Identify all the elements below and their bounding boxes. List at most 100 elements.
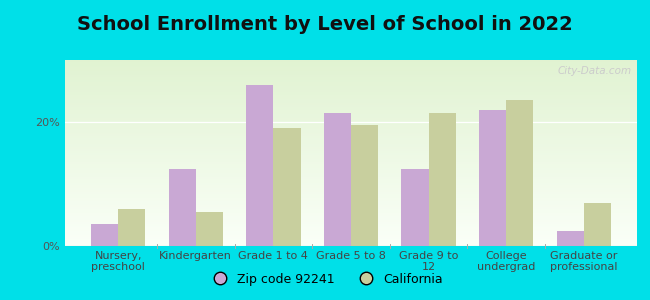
Bar	[65, 177, 637, 179]
Bar	[65, 237, 637, 239]
Bar	[65, 168, 637, 170]
Bar	[65, 173, 637, 175]
Bar	[274, 128, 300, 246]
Bar	[65, 190, 637, 192]
Bar	[65, 242, 637, 244]
Bar	[65, 179, 637, 181]
Bar	[65, 209, 637, 211]
Bar	[65, 77, 637, 79]
Bar	[65, 140, 637, 142]
Bar	[65, 226, 637, 227]
Bar	[65, 147, 637, 149]
Bar	[65, 205, 637, 207]
Bar	[65, 66, 637, 68]
Bar	[65, 183, 637, 184]
Text: School Enrollment by Level of School in 2022: School Enrollment by Level of School in …	[77, 15, 573, 34]
Bar	[65, 222, 637, 224]
Bar	[65, 82, 637, 84]
Bar	[65, 108, 637, 110]
Bar	[65, 153, 637, 155]
Bar	[65, 99, 637, 101]
Bar	[65, 110, 637, 112]
Bar	[65, 112, 637, 114]
Bar	[506, 100, 534, 246]
Bar	[65, 105, 637, 106]
Bar	[65, 71, 637, 73]
Bar	[246, 85, 274, 246]
Bar	[428, 113, 456, 246]
Bar	[65, 196, 637, 198]
Bar	[65, 114, 637, 116]
Bar	[65, 142, 637, 144]
Bar	[65, 134, 637, 136]
Bar	[65, 129, 637, 131]
Bar	[65, 159, 637, 161]
Bar	[65, 164, 637, 166]
Bar	[65, 175, 637, 177]
Bar	[65, 155, 637, 157]
Bar	[65, 97, 637, 99]
Bar	[65, 194, 637, 196]
Bar	[65, 106, 637, 108]
Bar	[402, 169, 428, 246]
Bar	[65, 116, 637, 118]
Bar	[65, 123, 637, 125]
Bar	[65, 146, 637, 147]
Bar	[65, 60, 637, 62]
Bar	[65, 211, 637, 212]
Bar	[65, 79, 637, 80]
Bar	[65, 68, 637, 69]
Bar	[65, 84, 637, 86]
Bar	[65, 172, 637, 173]
Bar	[65, 218, 637, 220]
Bar	[65, 86, 637, 88]
Bar	[65, 162, 637, 164]
Bar	[65, 238, 637, 240]
Bar	[65, 95, 637, 97]
Bar	[479, 110, 506, 246]
Bar	[65, 80, 637, 82]
Bar	[65, 200, 637, 201]
Bar	[168, 169, 196, 246]
Bar	[65, 244, 637, 246]
Bar	[65, 212, 637, 214]
Bar	[65, 125, 637, 127]
Bar	[65, 138, 637, 140]
Bar	[65, 233, 637, 235]
Bar	[65, 160, 637, 162]
Bar	[65, 118, 637, 119]
Legend: Zip code 92241, California: Zip code 92241, California	[202, 268, 448, 291]
Bar	[91, 224, 118, 246]
Bar	[65, 73, 637, 75]
Bar	[65, 144, 637, 146]
Bar	[65, 201, 637, 203]
Bar	[65, 131, 637, 133]
Bar	[118, 209, 146, 246]
Bar	[65, 227, 637, 229]
Bar	[584, 202, 611, 246]
Bar	[65, 133, 637, 134]
Bar	[65, 103, 637, 105]
Bar	[65, 216, 637, 218]
Bar	[65, 184, 637, 187]
Bar	[65, 88, 637, 90]
Bar	[65, 224, 637, 226]
Bar	[196, 212, 223, 246]
Bar	[65, 170, 637, 172]
Bar	[65, 181, 637, 183]
Bar	[65, 166, 637, 168]
Bar	[65, 62, 637, 64]
Text: City-Data.com: City-Data.com	[557, 66, 631, 76]
Bar	[65, 214, 637, 216]
Bar	[65, 69, 637, 71]
Bar	[65, 119, 637, 122]
Bar	[65, 157, 637, 159]
Bar	[65, 151, 637, 153]
Bar	[65, 203, 637, 205]
Bar	[65, 92, 637, 94]
Bar	[65, 90, 637, 92]
Bar	[65, 101, 637, 103]
Bar	[65, 207, 637, 209]
Bar	[65, 231, 637, 233]
Bar	[65, 94, 637, 95]
